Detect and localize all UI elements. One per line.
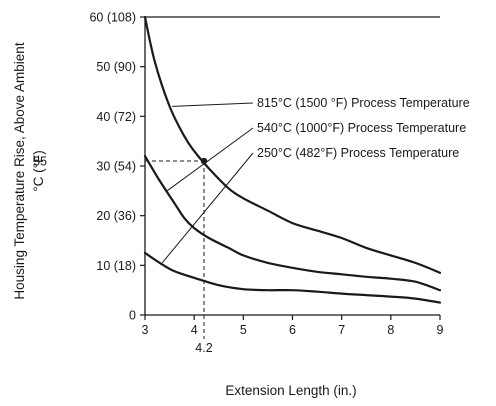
y-tick-label: 0	[129, 309, 136, 323]
x-tick-label: 3	[142, 323, 149, 337]
y-tick-label: 50 (90)	[96, 60, 136, 74]
x-tick-label: 5	[240, 323, 247, 337]
annotation-815c-label: 815°C (1500 °F) Process Temperature	[257, 96, 470, 110]
x-tick-label: 7	[338, 323, 345, 337]
reference-x-label: 4.2	[195, 341, 212, 355]
y-tick-label: 60 (108)	[89, 11, 136, 25]
y-axis-title-line1: Housing Temperature Rise, Above Ambient	[12, 42, 27, 299]
y-axis-title: Housing Temperature Rise, Above Ambient …	[12, 42, 46, 299]
y-tick-label: 20 (36)	[96, 209, 136, 223]
series-540c-line	[143, 155, 442, 292]
annotation-815c-leader	[172, 102, 254, 107]
y-tick-label: 10 (18)	[96, 259, 136, 273]
y-tick-label: 40 (72)	[96, 110, 136, 124]
x-tick-label: 6	[289, 323, 296, 337]
x-tick-label: 9	[437, 323, 444, 337]
plot-area: 0 10 (18) 20 (36) 30 (54) 40 (72) 50 (90) 60 (…	[33, 11, 470, 356]
x-axis-title: Extension Length (in.)	[225, 383, 356, 398]
x-tick-label: 4	[191, 323, 198, 337]
reference-y-label: 55	[33, 155, 47, 169]
annotation-250c-leader	[161, 152, 254, 264]
annotation-250c-label: 250°C (482°F) Process Temperature	[257, 146, 459, 160]
series-250c-line	[143, 251, 442, 304]
annotation-540c-leader	[166, 127, 254, 192]
y-axis-title-line2: °C (°F)	[31, 150, 46, 192]
y-tick-label: 30 (54)	[96, 160, 136, 174]
series-815c-line	[143, 15, 442, 274]
annotation-540c-label: 540°C (1000°F) Process Temperature	[257, 121, 466, 135]
x-tick-label: 8	[387, 323, 394, 337]
